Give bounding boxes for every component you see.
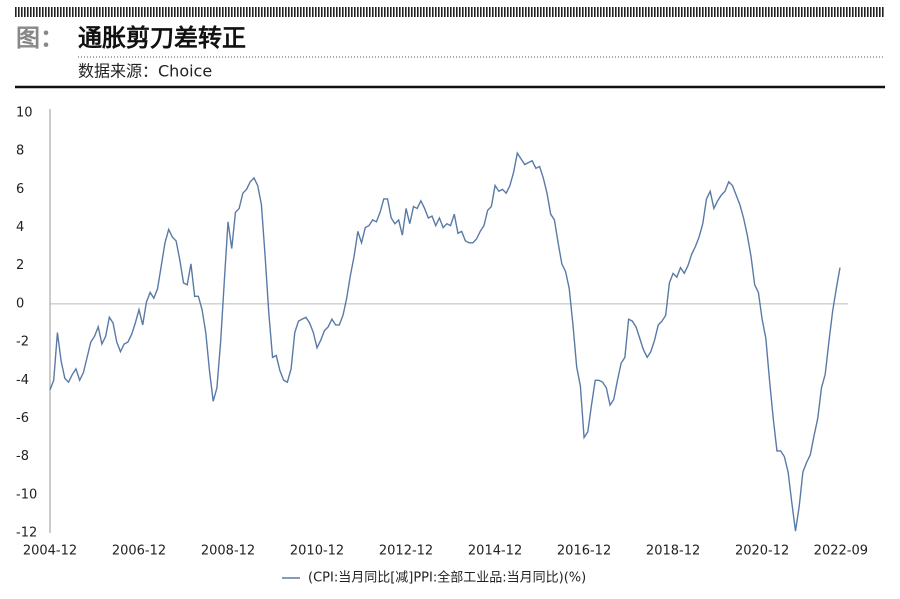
y-tick-label: 6: [16, 182, 24, 197]
x-tick-label: 2018-12: [646, 544, 700, 559]
header-stripes: [15, 7, 885, 17]
y-tick-label: 8: [16, 144, 24, 159]
x-tick-label: 2012-12: [379, 544, 433, 559]
y-tick-label: -6: [16, 411, 29, 426]
x-tick-label: 2006-12: [112, 544, 166, 559]
x-tick-label: 2020-12: [735, 544, 789, 559]
x-tick-label: 2014-12: [468, 544, 522, 559]
y-tick-label: -8: [16, 449, 29, 464]
y-tick-label: -10: [16, 487, 37, 502]
data-line: [49, 151, 841, 532]
y-tick-label: 4: [16, 220, 24, 235]
figure-label: 图：: [16, 24, 64, 52]
y-tick-label: -2: [16, 335, 29, 350]
x-tick-label: 2016-12: [557, 544, 611, 559]
legend-label: (CPI:当月同比[减]PPI:全部工业品:当月同比)(%): [308, 570, 586, 586]
chart-title: 通胀剪刀差转正: [78, 24, 246, 52]
y-tick-label: 2: [16, 258, 24, 273]
y-tick-label: 10: [16, 106, 33, 121]
y-tick-label: -12: [16, 526, 37, 541]
y-tick-label: 0: [16, 296, 24, 311]
y-tick-label: -4: [16, 373, 29, 388]
chart-subtitle: 数据来源：Choice: [78, 62, 212, 81]
x-tick-label: 2008-12: [201, 544, 255, 559]
x-tick-label: 2010-12: [290, 544, 344, 559]
x-tick-label: 2004-12: [23, 544, 77, 559]
x-tick-label: 2022-09: [814, 544, 868, 559]
